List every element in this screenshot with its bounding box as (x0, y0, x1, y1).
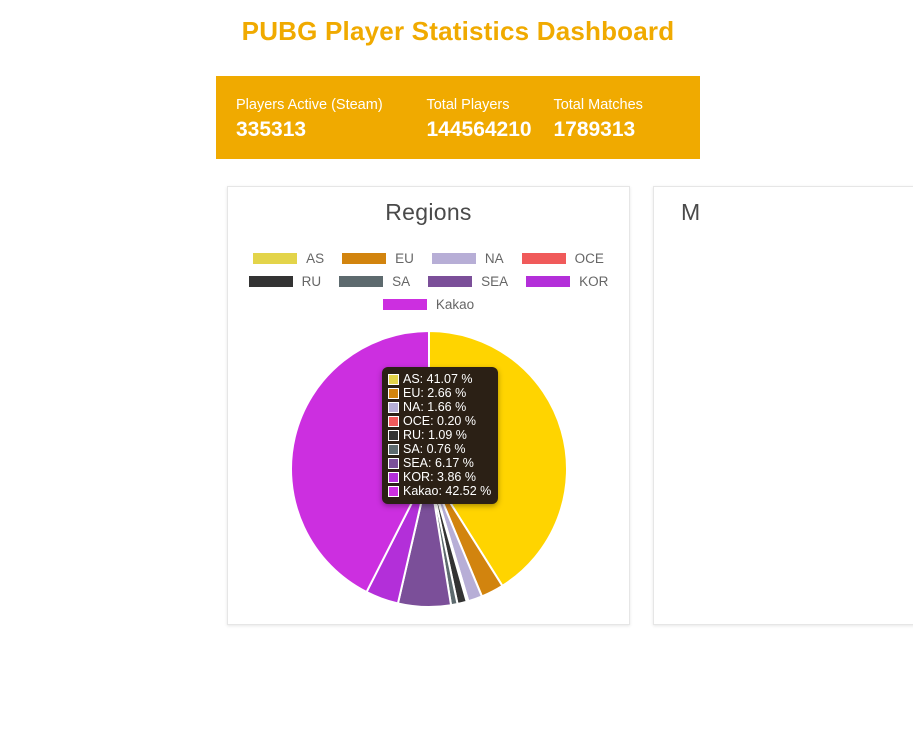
page-title: PUBG Player Statistics Dashboard (241, 16, 675, 46)
legend-row-3: Kakao (228, 297, 629, 312)
tooltip-text: AS: 41.07 % (403, 372, 473, 386)
legend-swatch-icon (382, 299, 427, 310)
legend-item-kakao[interactable]: Kakao (382, 297, 475, 312)
legend-item-na[interactable]: NA (431, 251, 504, 266)
legend-item-sea[interactable]: SEA (428, 274, 508, 289)
stat-value: 335313 (236, 118, 307, 141)
stat-total-matches: Total Matches 1789313 (553, 96, 700, 143)
pie-tooltip: AS: 41.07 % EU: 2.66 % NA: 1.66 % OCE: 0.20… (382, 367, 499, 504)
tooltip-text: SA: 0.76 % (403, 442, 466, 456)
tooltip-row: EU: 2.66 % (388, 386, 491, 400)
tooltip-swatch-icon (388, 429, 399, 441)
legend-swatch-icon (428, 276, 473, 287)
tooltip-swatch-icon (388, 415, 399, 427)
tooltip-swatch-icon (388, 457, 399, 469)
legend-row-1: AS EU NA OCE (228, 251, 629, 266)
tooltip-row: RU: 1.09 % (388, 428, 491, 442)
legend-swatch-icon (342, 253, 387, 264)
legend-row-2: RU SA SEA KOR (228, 274, 629, 289)
legend-swatch-icon (253, 253, 298, 264)
tooltip-text: EU: 2.66 % (403, 386, 467, 400)
tooltip-row: OCE: 0.20 % (388, 414, 491, 428)
tooltip-row: NA: 1.66 % (388, 400, 491, 414)
legend-item-sa[interactable]: SA (339, 274, 410, 289)
legend-item-kor[interactable]: KOR (526, 274, 608, 289)
legend-label: NA (484, 251, 504, 266)
legend-swatch-icon (431, 253, 476, 264)
stat-value: 1789313 (553, 118, 636, 141)
tooltip-text: Kakao: 42.52 % (403, 484, 492, 498)
legend-label: EU (395, 251, 414, 266)
stat-label: Total Players (426, 97, 510, 113)
tooltip-text: SEA: 6.17 % (403, 456, 474, 470)
regions-card-title: Regions (385, 199, 472, 225)
tooltip-text: NA: 1.66 % (403, 400, 467, 414)
stat-total-players: Total Players 144564210 (426, 96, 553, 143)
legend-label: SA (392, 274, 411, 289)
legend-label: OCE (574, 251, 604, 266)
tooltip-text: KOR: 3.86 % (403, 470, 476, 484)
tooltip-row: SEA: 6.17 % (388, 456, 491, 470)
legend-label: AS (306, 251, 325, 266)
tooltip-row: Kakao: 42.52 % (388, 484, 491, 498)
tooltip-row: SA: 0.76 % (388, 442, 491, 456)
tooltip-swatch-icon (388, 387, 399, 399)
tooltip-text: OCE: 0.20 % (403, 414, 476, 428)
tooltip-swatch-icon (388, 485, 399, 497)
stat-label: Total Matches (553, 97, 643, 113)
legend-item-oce[interactable]: OCE (521, 251, 604, 266)
tooltip-swatch-icon (388, 401, 399, 413)
tooltip-swatch-icon (388, 373, 399, 385)
legend-label: Kakao (435, 297, 475, 312)
tooltip-swatch-icon (388, 471, 399, 483)
pie-legend: AS EU NA OCE RU SA SEA KOR Kakao (228, 251, 629, 320)
stats-bar: Players Active (Steam) 335313 Total Play… (216, 76, 700, 159)
stat-label: Players Active (Steam) (236, 97, 383, 113)
tooltip-text: RU: 1.09 % (403, 428, 467, 442)
legend-label: RU (301, 274, 322, 289)
tooltip-row: KOR: 3.86 % (388, 470, 491, 484)
stat-value: 144564210 (426, 118, 532, 141)
legend-swatch-icon (248, 276, 293, 287)
legend-swatch-icon (526, 276, 571, 287)
legend-item-eu[interactable]: EU (342, 251, 414, 266)
legend-swatch-icon (521, 253, 566, 264)
legend-label: SEA (481, 274, 509, 289)
second-card-title: M (681, 199, 701, 225)
legend-swatch-icon (339, 276, 384, 287)
tooltip-row: AS: 41.07 % (388, 372, 491, 386)
tooltip-swatch-icon (388, 443, 399, 455)
regions-card: Regions AS EU NA OCE RU SA SEA KOR Kakao (227, 186, 630, 625)
legend-item-ru[interactable]: RU (248, 274, 322, 289)
stat-players-active: Players Active (Steam) 335313 (236, 96, 426, 143)
legend-label: KOR (579, 274, 609, 289)
legend-item-as[interactable]: AS (253, 251, 324, 266)
second-card: M (653, 186, 913, 625)
